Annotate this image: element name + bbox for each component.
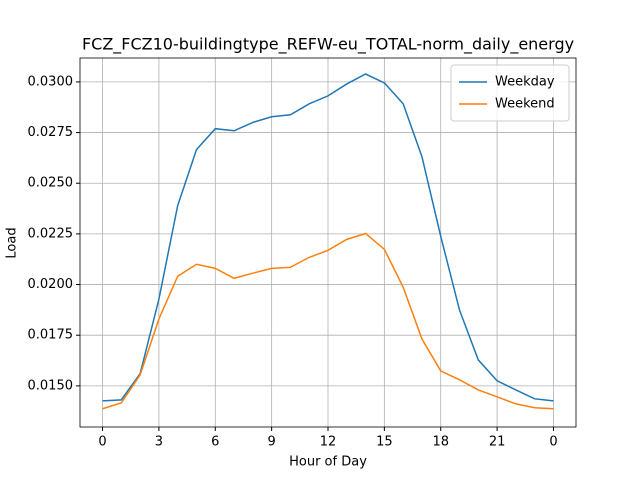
x-tick-label: 9: [267, 435, 275, 450]
plot-frame: [79, 57, 577, 428]
legend-box: [450, 64, 570, 122]
x-tick-label: 3: [155, 435, 163, 450]
x-tick-label: 12: [320, 435, 337, 450]
chart-title: FCZ_FCZ10-buildingtype_REFW-eu_TOTAL-nor…: [82, 35, 574, 55]
x-axis-label: Hour of Day: [289, 455, 367, 470]
y-tick-label: 0.0225: [28, 226, 74, 241]
y-tick-label: 0.0150: [28, 378, 74, 393]
y-tick-label: 0.0175: [28, 328, 74, 343]
x-tick-label: 18: [432, 435, 449, 450]
x-tick-label: 15: [376, 435, 393, 450]
y-tick-label: 0.0275: [28, 125, 74, 140]
x-tick-label: 21: [489, 435, 506, 450]
series-line: [102, 232, 554, 410]
legend-label: Weekday: [495, 75, 555, 90]
x-tick-label: 0: [98, 435, 106, 450]
legend-label: Weekend: [495, 97, 555, 112]
y-tick-label: 0.0200: [28, 277, 74, 292]
series-line: [102, 73, 554, 402]
y-tick-label: 0.0300: [28, 74, 74, 89]
x-tick-label: 6: [211, 435, 219, 450]
x-tick-label: 0: [549, 435, 557, 450]
y-tick-label: 0.0250: [28, 176, 74, 191]
y-axis-label: Load: [5, 227, 20, 258]
